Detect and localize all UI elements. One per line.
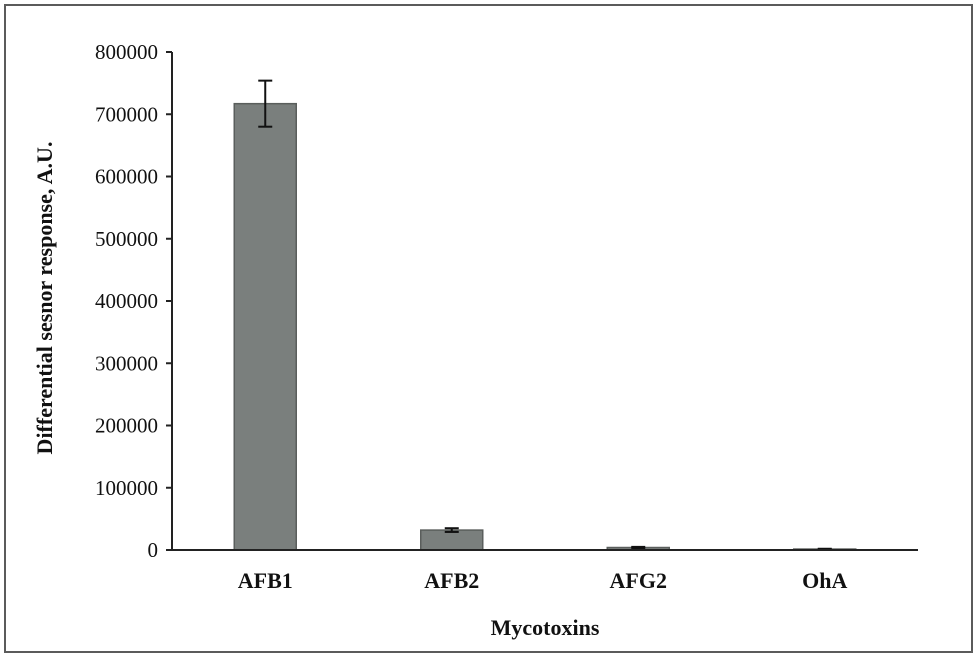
y-tick-label: 800000 (95, 40, 158, 64)
bar-afb1 (233, 102, 297, 551)
y-tick-label: 300000 (95, 351, 158, 375)
error-bars (258, 79, 832, 551)
y-tick-label: 100000 (95, 476, 158, 500)
y-tick-label: 400000 (95, 289, 158, 313)
category-label-afg2: AFG2 (610, 568, 667, 593)
y-tick-label: 200000 (95, 414, 158, 438)
x-axis-title: Mycotoxins (491, 615, 600, 640)
y-tick-label: 500000 (95, 227, 158, 251)
category-label-afb2: AFB2 (424, 568, 479, 593)
y-tick-label: 600000 (95, 165, 158, 189)
y-tick-labels: 0 100000 200000 300000 400000 500000 600000 700… (95, 40, 158, 562)
error-bar-afb2 (444, 527, 459, 533)
y-axis-title: Differential sesnor response, A.U. (32, 142, 57, 455)
y-tick-label: 700000 (95, 102, 158, 126)
chart-frame (4, 4, 973, 653)
y-tick-label: 0 (148, 538, 159, 562)
category-labels: AFB1 AFB2 AFG2 OhA (238, 568, 848, 593)
error-bar-afb1 (258, 79, 273, 128)
bar-afb2 (420, 529, 484, 551)
category-label-afb1: AFB1 (238, 568, 293, 593)
bars (233, 102, 857, 551)
category-label-oha: OhA (802, 568, 847, 593)
error-bar-afg2 (631, 545, 646, 550)
y-tick-marks (166, 51, 172, 551)
